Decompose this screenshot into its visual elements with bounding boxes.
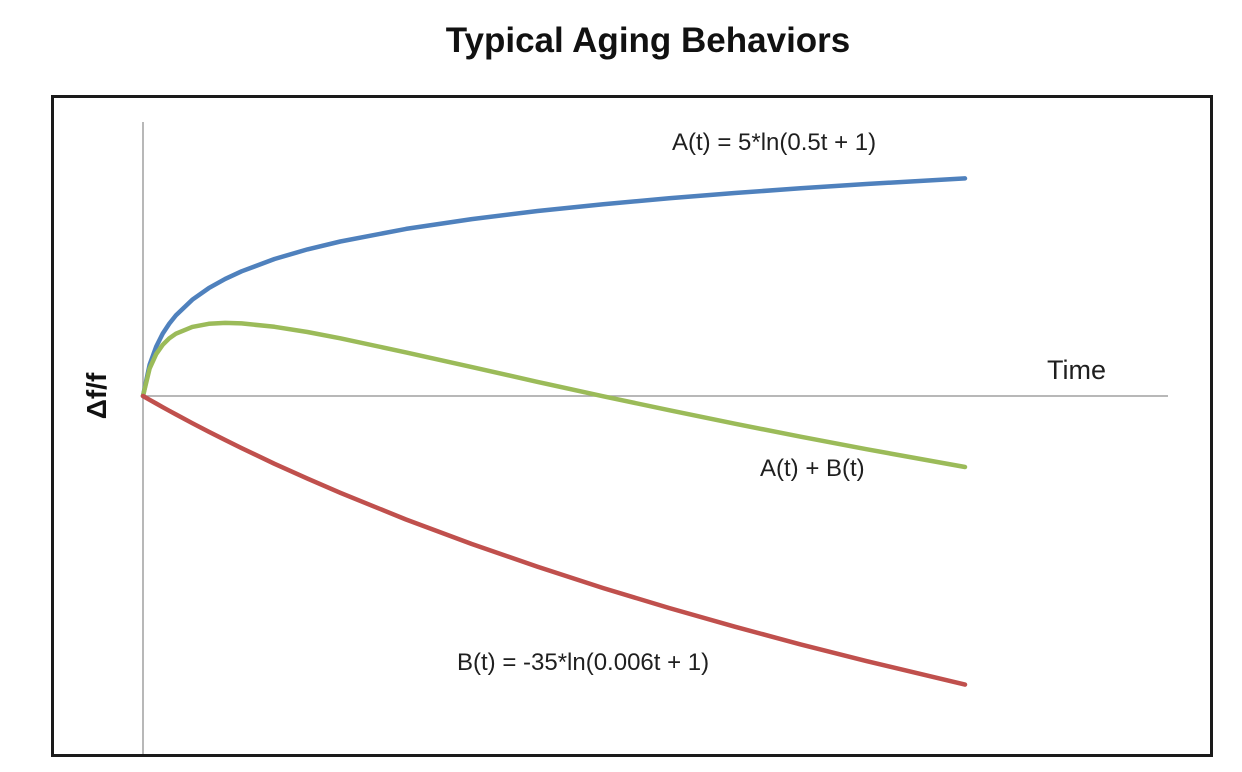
y-axis-label: Δf/f	[81, 372, 112, 420]
curves-group	[140, 176, 968, 687]
curve-label-a-plus-b: A(t) + B(t)	[760, 455, 865, 482]
x-axis-label: Time	[1047, 355, 1106, 385]
chart-title: Typical Aging Behaviors	[445, 21, 851, 60]
curve-a	[140, 176, 968, 399]
curve-label-a: A(t) = 5*ln(0.5t + 1)	[672, 129, 877, 156]
curve-a-plus-b	[140, 320, 968, 470]
chart-frame	[51, 95, 1213, 757]
curve-b	[140, 393, 968, 687]
curve-label-b: B(t) = -35*ln(0.006t + 1)	[457, 649, 710, 676]
